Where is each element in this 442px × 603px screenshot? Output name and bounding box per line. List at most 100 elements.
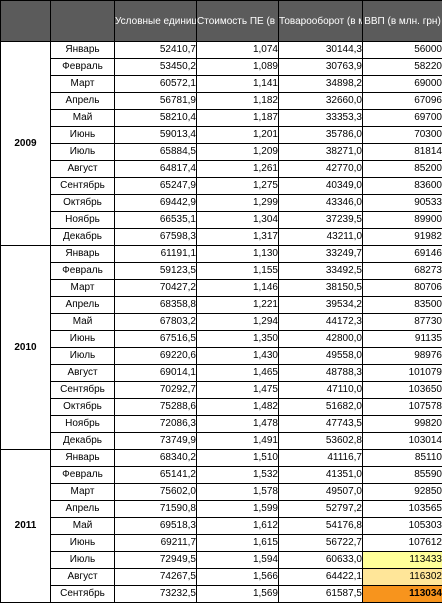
gdp-cell: 80706 — [363, 280, 442, 297]
turnover-cell: 49558,0 — [279, 348, 363, 365]
header-units: Условные единицы (ПЕ) — [115, 1, 197, 42]
month-cell: Июнь — [51, 535, 115, 552]
units-cell: 70292,7 — [115, 382, 197, 399]
gdp-cell: 67096 — [363, 93, 442, 110]
month-cell: Сентябрь — [51, 586, 115, 603]
units-cell: 59123,5 — [115, 263, 197, 280]
month-cell: Май — [51, 518, 115, 535]
turnover-cell: 61587,5 — [279, 586, 363, 603]
month-cell: Ноябрь — [51, 212, 115, 229]
month-cell: Апрель — [51, 93, 115, 110]
cost-cell: 1,599 — [197, 501, 279, 518]
turnover-cell: 34898,2 — [279, 76, 363, 93]
units-cell: 67598,3 — [115, 229, 197, 246]
units-cell: 64817,4 — [115, 161, 197, 178]
units-cell: 58210,4 — [115, 110, 197, 127]
turnover-cell: 54176,8 — [279, 518, 363, 535]
cost-cell: 1,482 — [197, 399, 279, 416]
cost-cell: 1,201 — [197, 127, 279, 144]
units-cell: 65247,9 — [115, 178, 197, 195]
gdp-cell: 91135 — [363, 331, 442, 348]
header-year — [1, 1, 51, 42]
gdp-cell: 91982 — [363, 229, 442, 246]
month-cell: Август — [51, 365, 115, 382]
units-cell: 69014,1 — [115, 365, 197, 382]
cost-cell: 1,187 — [197, 110, 279, 127]
gdp-cell: 103014 — [363, 433, 442, 450]
month-cell: Февраль — [51, 467, 115, 484]
cost-cell: 1,209 — [197, 144, 279, 161]
month-cell: Апрель — [51, 297, 115, 314]
month-cell: Сентябрь — [51, 382, 115, 399]
units-cell: 69518,3 — [115, 518, 197, 535]
units-cell: 75602,0 — [115, 484, 197, 501]
month-cell: Июль — [51, 144, 115, 161]
turnover-cell: 38150,5 — [279, 280, 363, 297]
gdp-cell: 98976 — [363, 348, 442, 365]
turnover-cell: 33492,5 — [279, 263, 363, 280]
gdp-cell: 68273 — [363, 263, 442, 280]
units-cell: 59013,4 — [115, 127, 197, 144]
turnover-cell: 41351,0 — [279, 467, 363, 484]
turnover-cell: 47743,5 — [279, 416, 363, 433]
cost-cell: 1,430 — [197, 348, 279, 365]
year-cell: 2011 — [1, 450, 51, 603]
units-cell: 69220,6 — [115, 348, 197, 365]
gdp-cell: 87730 — [363, 314, 442, 331]
gdp-cell: 89900 — [363, 212, 442, 229]
gdp-cell: 113433 — [363, 552, 442, 569]
cost-cell: 1,141 — [197, 76, 279, 93]
cost-cell: 1,317 — [197, 229, 279, 246]
gdp-cell: 116302 — [363, 569, 442, 586]
gdp-cell: 92850 — [363, 484, 442, 501]
header-turnover: Товарооборот (в млн. грн) — [279, 1, 363, 42]
month-cell: Март — [51, 484, 115, 501]
turnover-cell: 39534,2 — [279, 297, 363, 314]
turnover-cell: 43346,0 — [279, 195, 363, 212]
turnover-cell: 37239,5 — [279, 212, 363, 229]
gdp-cell: 103565 — [363, 501, 442, 518]
gdp-cell: 81814 — [363, 144, 442, 161]
gdp-cell: 113034 — [363, 586, 442, 603]
gdp-cell: 58220 — [363, 59, 442, 76]
gdp-cell: 107612 — [363, 535, 442, 552]
cost-cell: 1,294 — [197, 314, 279, 331]
turnover-cell: 51682,0 — [279, 399, 363, 416]
header-gdp: ВВП (в млн. грн) — [363, 1, 442, 42]
units-cell: 72086,3 — [115, 416, 197, 433]
header-row: Условные единицы (ПЕ) Стоимость ПЕ (в мл… — [1, 1, 442, 42]
gdp-cell: 90533 — [363, 195, 442, 212]
month-cell: Август — [51, 569, 115, 586]
month-cell: Декабрь — [51, 433, 115, 450]
turnover-cell: 32660,0 — [279, 93, 363, 110]
gdp-cell: 85110 — [363, 450, 442, 467]
gdp-cell: 56000 — [363, 42, 442, 59]
cost-cell: 1,510 — [197, 450, 279, 467]
gdp-cell: 99820 — [363, 416, 442, 433]
cost-cell: 1,615 — [197, 535, 279, 552]
gdp-cell: 105303 — [363, 518, 442, 535]
cost-cell: 1,074 — [197, 42, 279, 59]
gdp-cell: 85200 — [363, 161, 442, 178]
gdp-cell: 69146 — [363, 246, 442, 263]
gdp-cell: 107578 — [363, 399, 442, 416]
month-cell: Июнь — [51, 127, 115, 144]
